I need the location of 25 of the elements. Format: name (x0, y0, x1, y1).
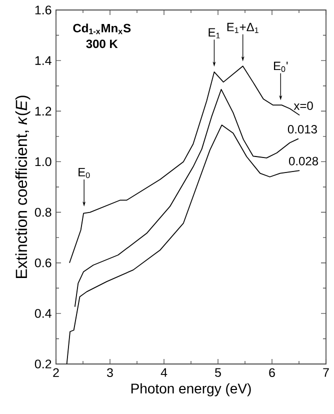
y-tick-label: 0.2 (34, 360, 52, 368)
annotation: Cd$_{1-x}$Mn$_{x}$S (73, 24, 131, 34)
series-label: x=0 (294, 101, 313, 110)
y-tick-label: 1.0 (35, 157, 52, 166)
y-tick-label: 0.8 (34, 208, 52, 217)
annotation: E$_{0}$ (78, 168, 90, 178)
annotation: E$_{0}$' (274, 62, 288, 72)
y-tick-label: 0.6 (34, 258, 52, 268)
x-tick-label: 6 (269, 368, 275, 378)
x-tick-label: 4 (160, 368, 168, 377)
y-tick-label: 0.4 (34, 309, 52, 318)
annotation: 300 K (86, 40, 118, 48)
y-tick-label: 1.2 (35, 106, 52, 116)
series-label: 0.028 (289, 156, 318, 166)
x-axis-title: Photon energy (eV) (131, 383, 251, 396)
y-tick-label: 1.6 (35, 6, 52, 14)
series-label: 0.013 (288, 125, 317, 134)
y-tick-label: 1.4 (35, 56, 52, 65)
y-axis-title: Extinction coefficient, κ(E) (15, 96, 30, 278)
annotation: E$_{1}$+Δ$_{1}$ (227, 22, 258, 33)
x-tick-label: 2 (53, 368, 59, 377)
x-tick-label: 5 (215, 368, 221, 377)
annotation: E$_{1}$ (208, 28, 220, 38)
x-tick-label: 3 (106, 368, 113, 378)
x-tick-label: 7 (323, 368, 329, 377)
